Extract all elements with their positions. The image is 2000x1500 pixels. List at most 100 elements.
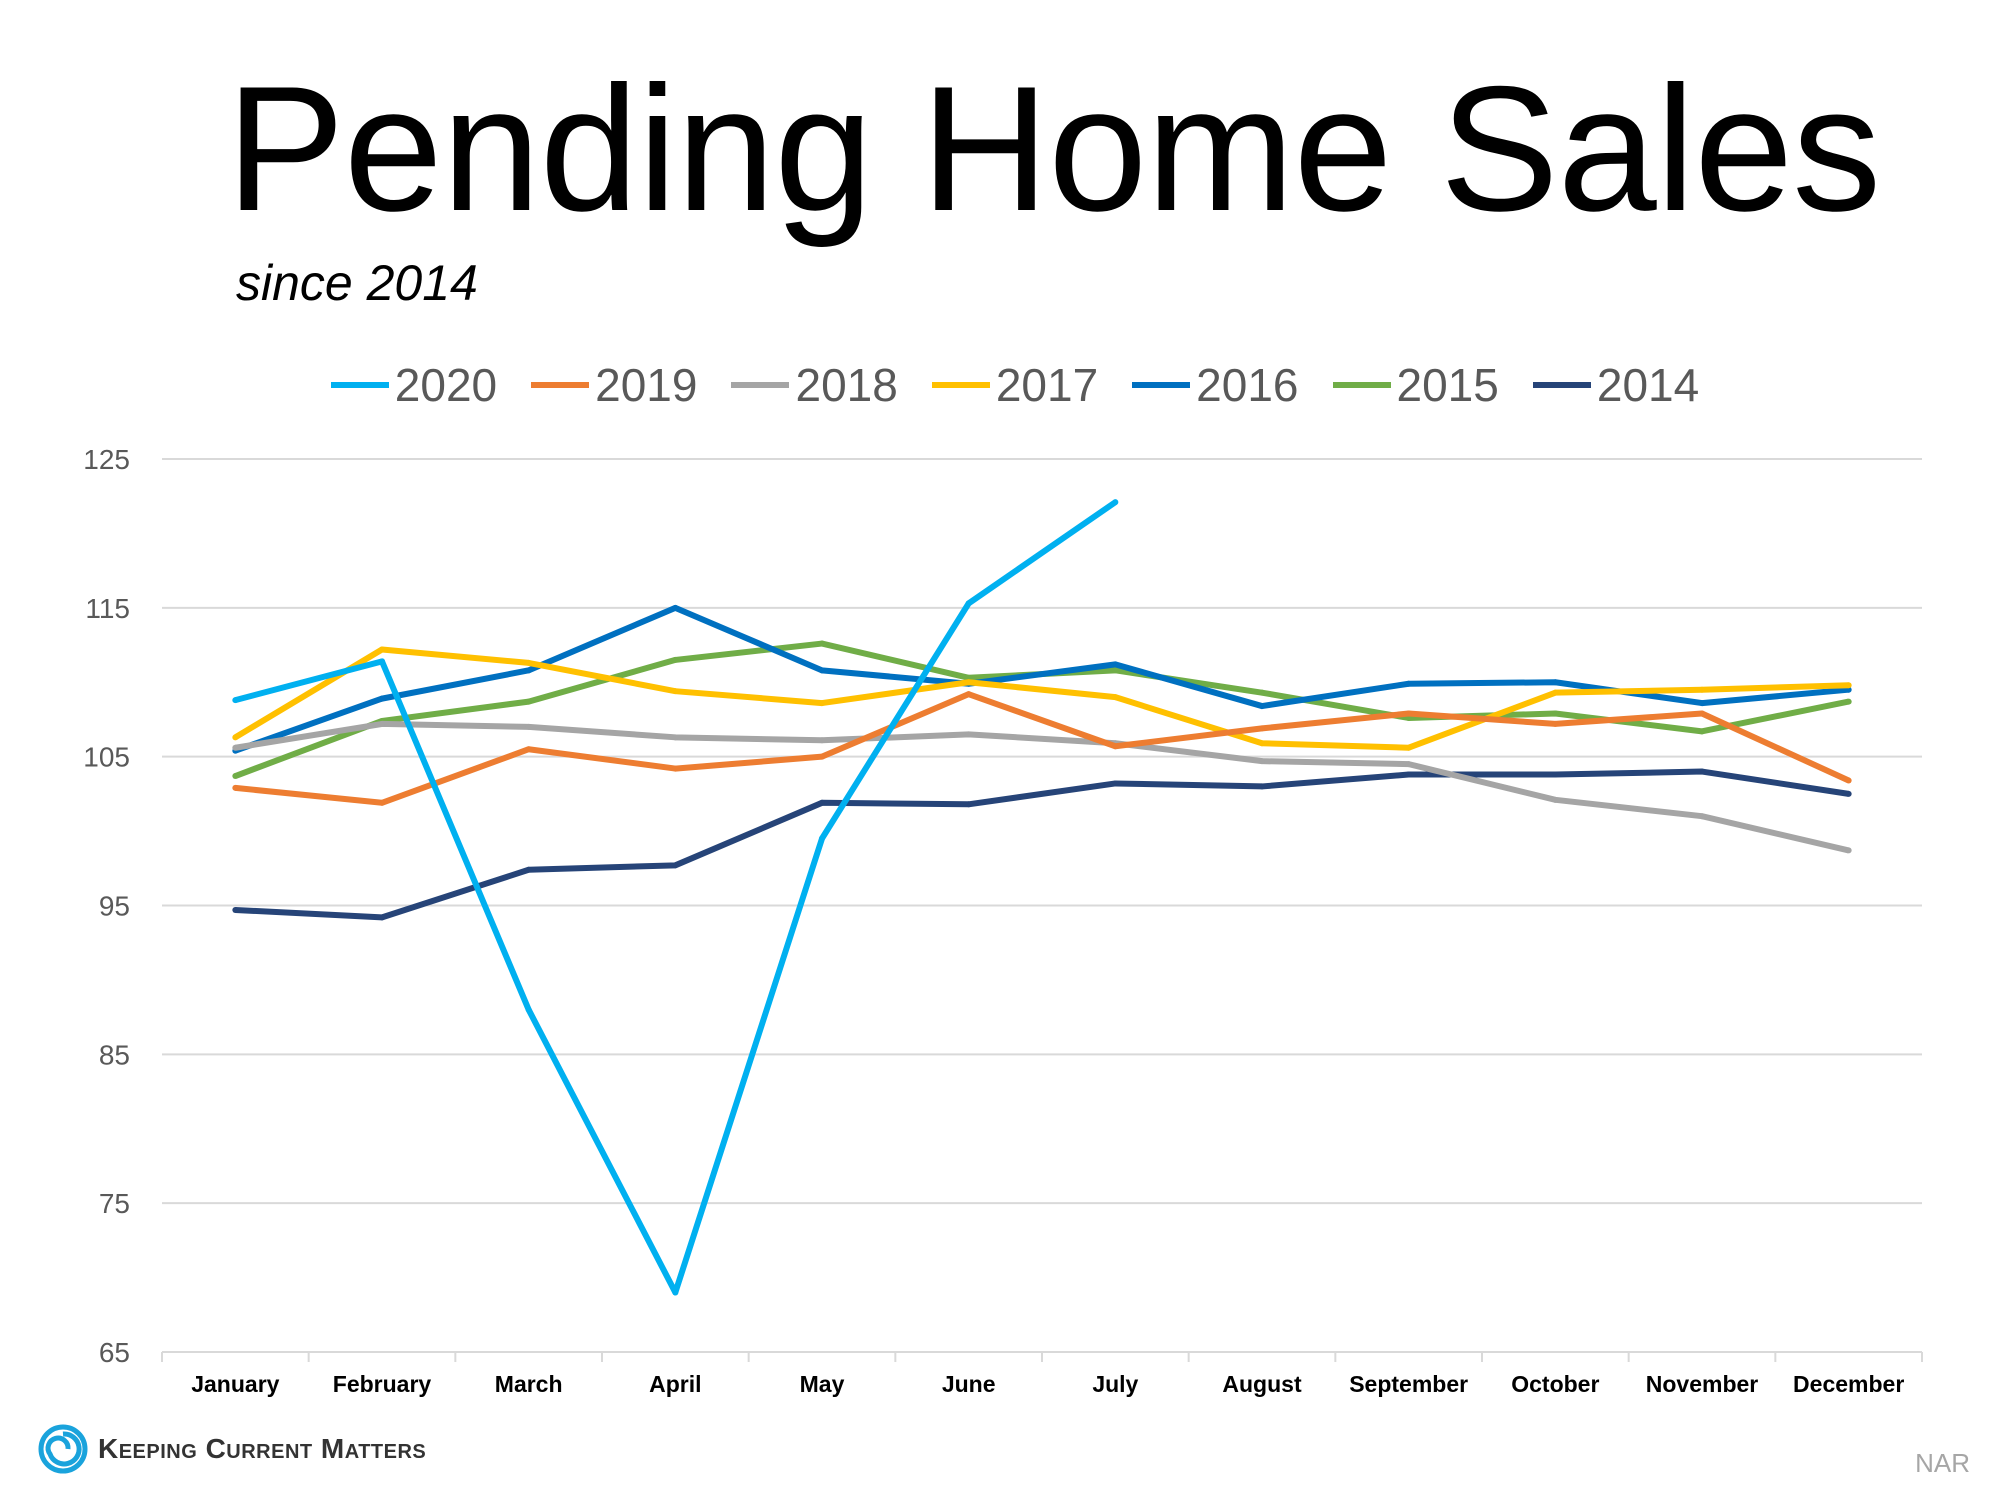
data-point-2018 [1845,847,1852,854]
data-point-2020 [1112,499,1119,506]
x-tick-label: May [800,1371,845,1397]
data-point-2019 [1405,710,1412,717]
data-point-2016 [1699,700,1705,707]
x-tick-label: February [333,1371,432,1397]
data-point-2020 [379,658,385,665]
series-line-2018 [234,720,1850,854]
legend-swatch [931,382,990,388]
x-tick-label: January [191,1371,279,1397]
legend-label: 2019 [595,359,698,411]
legend-item-2019: 2019 [531,358,697,412]
data-point-2016 [672,604,679,611]
legend-item-2018: 2018 [731,358,898,412]
x-tick-label: April [649,1371,701,1397]
data-point-2019 [672,765,679,772]
data-point-2014 [1405,771,1412,778]
x-tick-label: June [942,1371,996,1397]
data-point-2017 [819,700,825,707]
x-tick-label: August [1222,1371,1302,1397]
legend-item-2016: 2016 [1132,358,1299,412]
data-point-2014 [232,906,239,913]
data-point-2014 [1552,771,1559,778]
logo-text: Keeping Current Matters [98,1433,427,1464]
data-point-2014 [965,801,972,808]
series-line-2020 [234,499,1118,1296]
y-tick-label: 85 [99,1039,130,1070]
data-point-2015 [1845,698,1852,705]
y-tick-label: 95 [99,891,130,922]
x-tick-label: December [1793,1371,1904,1397]
data-point-2019 [232,784,239,791]
data-point-2015 [1112,667,1119,674]
y-tick-label: 65 [99,1337,130,1368]
data-point-2017 [1259,740,1265,747]
data-point-2020 [965,600,972,607]
data-point-2016 [1552,679,1559,686]
x-tick-label: March [495,1371,563,1397]
kcm-logo: Keeping Current Matters [38,1424,426,1474]
data-point-2020 [819,835,825,842]
y-tick-label: 105 [83,742,130,773]
legend-item-2020: 2020 [330,358,498,412]
x-tick-label: October [1511,1371,1599,1397]
legend-swatch [1132,382,1191,388]
data-point-2016 [1112,661,1119,668]
data-point-2017 [379,646,385,653]
data-point-2017 [1112,694,1119,701]
data-point-2019 [1699,710,1705,717]
data-point-2020 [672,1289,679,1296]
series-line-2017 [233,646,1849,751]
data-point-2016 [819,667,825,674]
data-point-2020 [232,697,239,704]
data-point-2018 [232,744,239,751]
legend-item-2014: 2014 [1532,358,1699,412]
data-point-2016 [379,695,385,702]
data-point-2018 [1552,796,1559,803]
data-point-2017 [1845,682,1852,689]
data-point-2019 [1259,725,1265,732]
data-point-2017 [1405,744,1412,751]
data-point-2014 [379,914,385,921]
data-point-2019 [1552,720,1559,727]
x-tick-label: July [1092,1371,1138,1397]
data-point-2019 [379,799,385,806]
source-label: NAR [1915,1448,1970,1478]
page-title: Pending Home Sales [226,49,1881,248]
data-point-2015 [1552,710,1559,717]
y-tick-label: 125 [83,444,130,475]
data-point-2015 [232,773,239,780]
data-point-2017 [965,679,972,686]
data-point-2015 [1699,728,1705,735]
series-line-2014 [235,768,1850,921]
legend-swatch [330,382,389,388]
y-tick-label: 115 [85,593,130,624]
legend-item-2015: 2015 [1332,358,1499,412]
legend-swatch [1332,382,1391,388]
legend-swatch [531,382,590,388]
data-point-2015 [819,640,825,647]
data-point-2014 [672,862,679,869]
data-point-2020 [525,1006,532,1013]
data-point-2018 [1259,758,1265,765]
data-point-2018 [1699,813,1705,820]
data-point-2014 [819,799,825,806]
y-tick-label: 75 [99,1188,130,1219]
series-line-2019 [235,691,1850,806]
data-point-2019 [1845,777,1852,784]
data-point-2019 [965,691,972,698]
legend-label: 2016 [1196,359,1299,411]
legend-label: 2020 [394,359,498,411]
legend-label: 2017 [995,359,1099,411]
data-point-2015 [672,656,679,663]
data-point-2017 [232,734,239,741]
data-point-2018 [525,723,532,730]
data-point-2017 [525,659,532,666]
data-point-2019 [525,746,532,753]
data-point-2017 [1552,689,1559,696]
data-point-2018 [379,720,385,727]
page-subtitle: since 2014 [236,255,478,311]
data-point-2018 [672,734,679,741]
data-point-2019 [1112,743,1119,750]
series-line-2016 [234,604,1849,754]
